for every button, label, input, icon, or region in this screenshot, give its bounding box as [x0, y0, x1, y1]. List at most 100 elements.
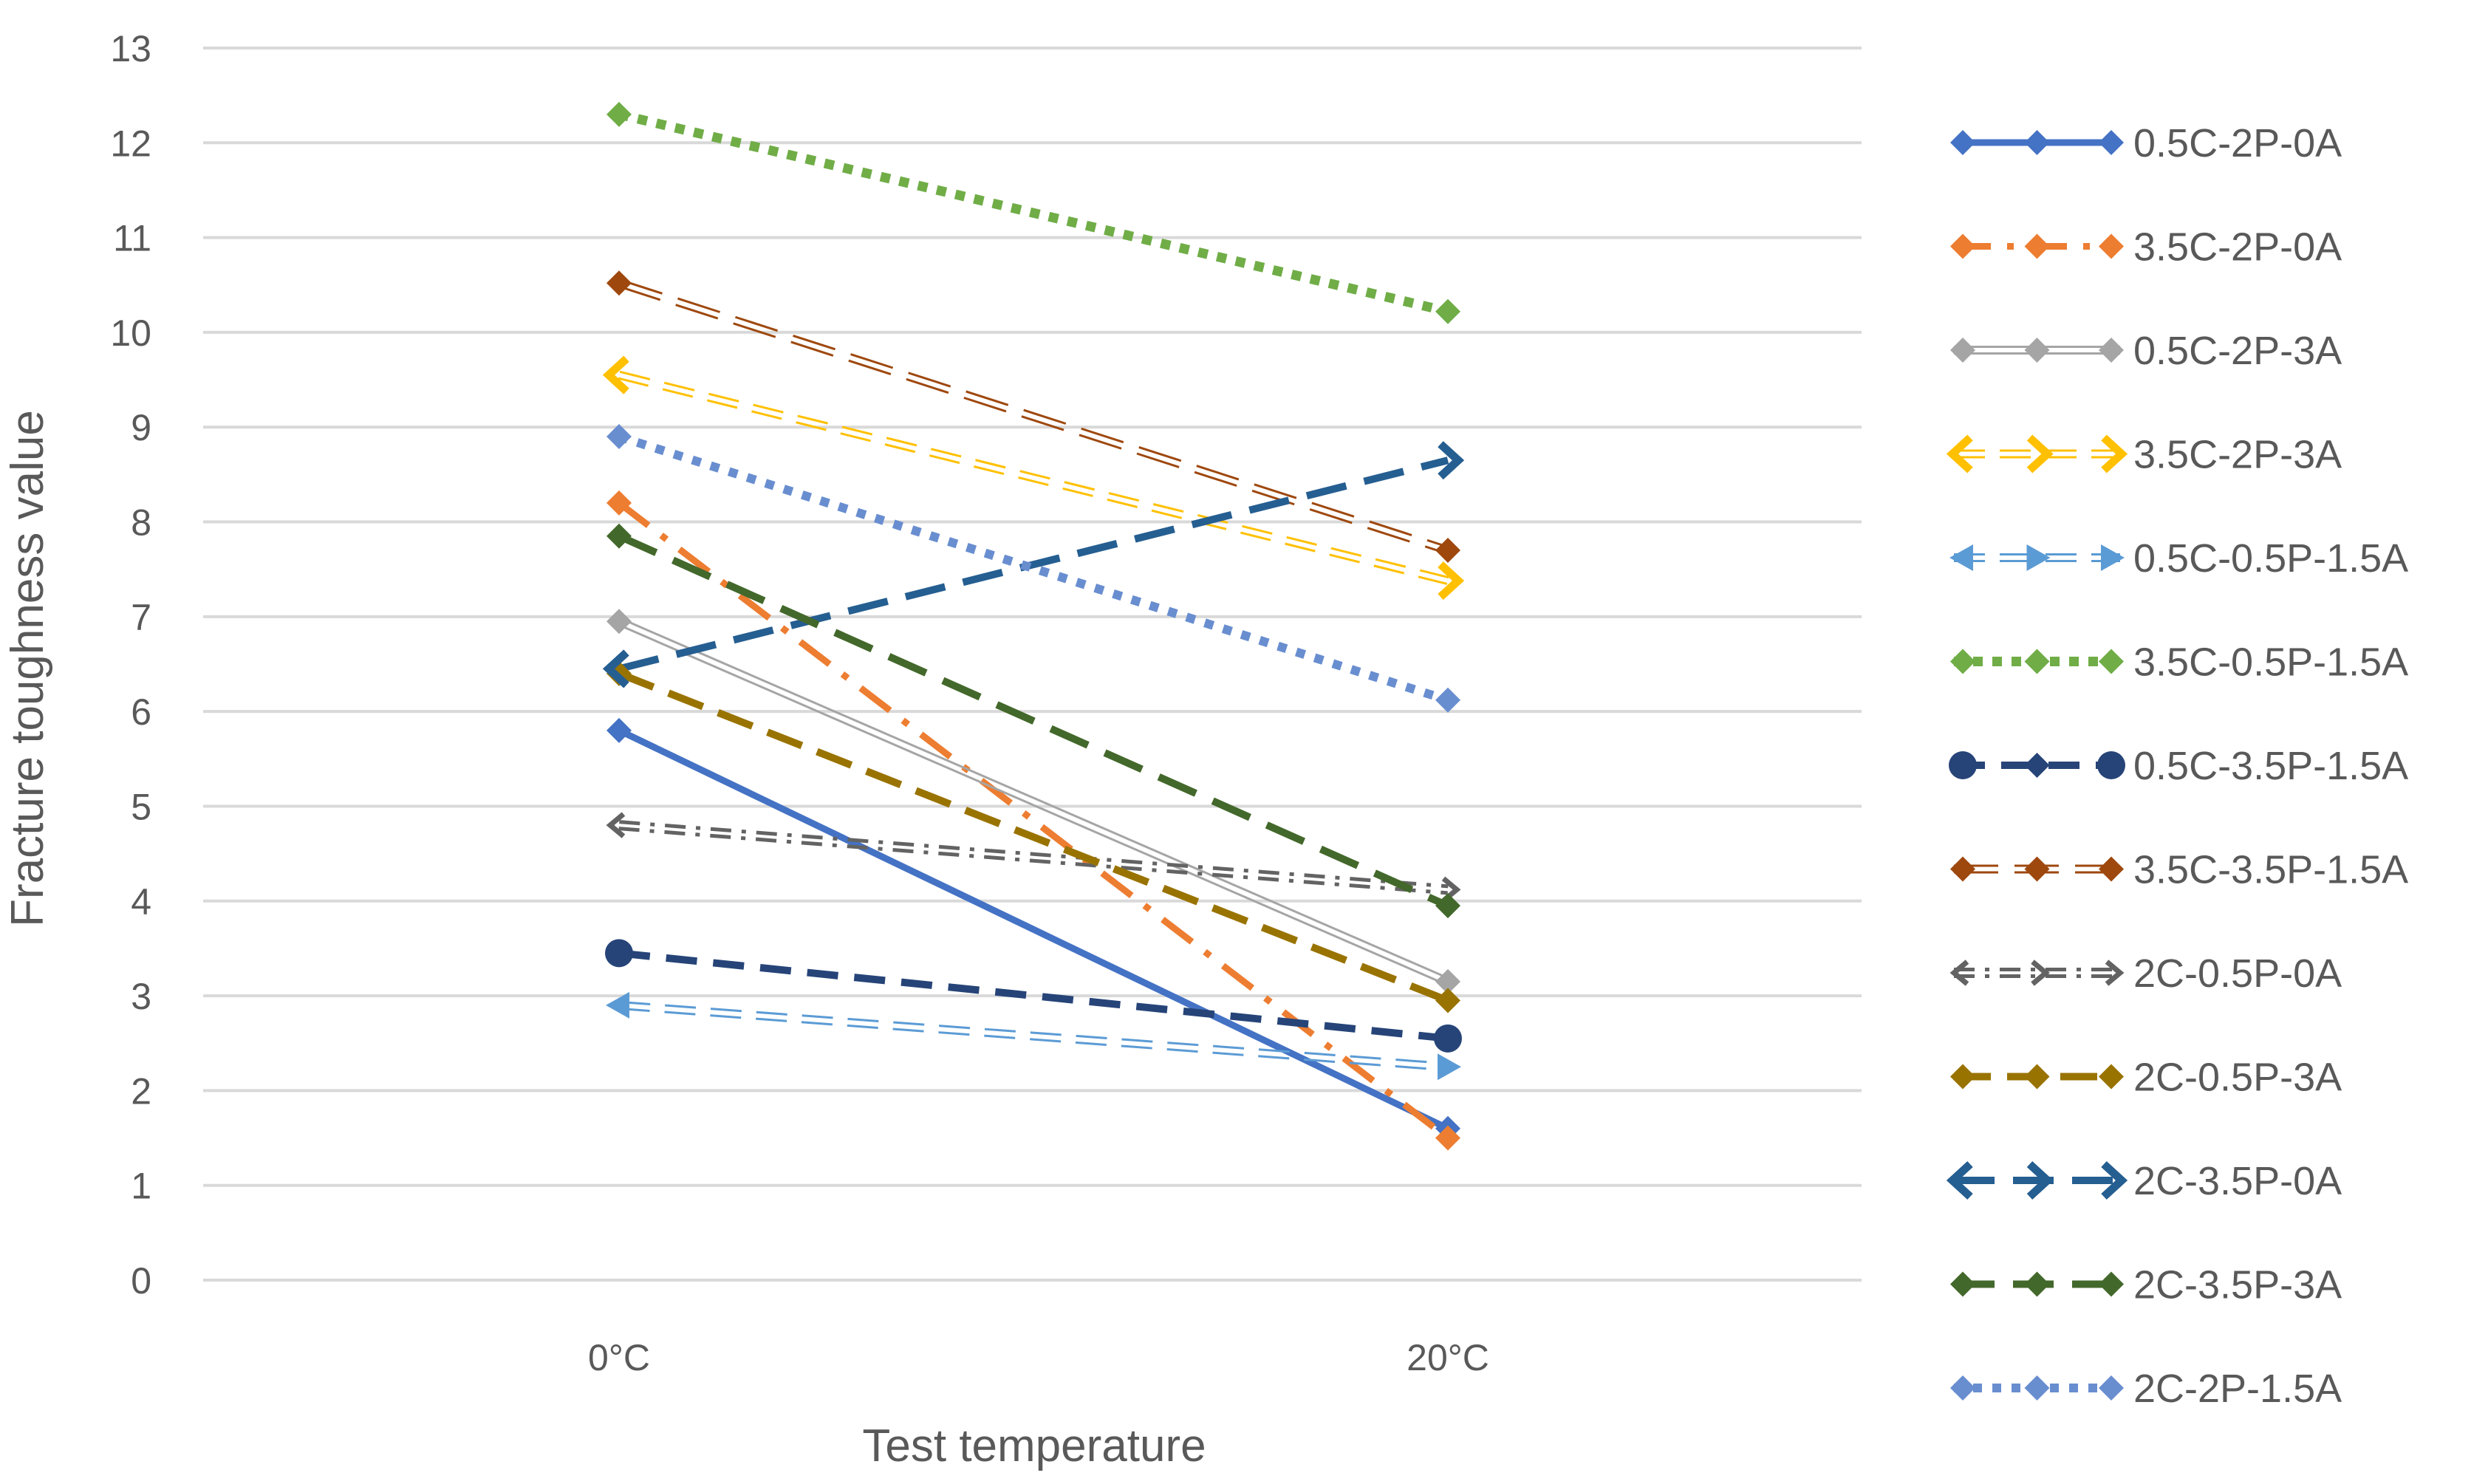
data-point — [1435, 893, 1460, 919]
y-tick-label: 2 — [131, 1070, 151, 1112]
legend-label: 0.5C-2P-3A — [2133, 329, 2342, 373]
series-markers-9 — [606, 812, 1461, 903]
legend-item: 2C-0.5P-0A — [1949, 951, 2342, 996]
legend-marker — [2024, 649, 2050, 674]
legend-marker — [1950, 1271, 1975, 1297]
legend-label: 2C-0.5P-0A — [2133, 951, 2342, 996]
legend-marker — [2024, 130, 2050, 155]
legend-item: 2C-3.5P-3A — [1950, 1263, 2342, 1307]
y-tick-label: 1 — [131, 1166, 151, 1207]
y-tick-label: 13 — [110, 28, 151, 69]
legend-item: 3.5C-2P-0A — [1950, 225, 2342, 270]
y-tick-label: 0 — [131, 1260, 151, 1302]
series-line-4 — [618, 370, 1449, 585]
legend-marker — [2024, 753, 2050, 778]
legend-label: 2C-2P-1.5A — [2133, 1367, 2342, 1411]
series-line-10 — [618, 670, 1449, 1005]
legend-marker — [1950, 338, 1975, 363]
data-point — [1434, 1024, 1462, 1053]
legend-item: 0.5C-2P-0A — [1950, 121, 2342, 165]
x-axis-title: Test temperature — [862, 1420, 1206, 1471]
series-line-segment — [618, 109, 1449, 317]
legend-marker — [2099, 338, 2124, 363]
legend-marker — [2024, 233, 2050, 259]
data-point — [1435, 1125, 1460, 1151]
gridlines — [203, 47, 1862, 1282]
series-line-segment — [618, 670, 1449, 1005]
series-line-3 — [617, 617, 1450, 986]
series-line-1 — [618, 727, 1449, 1132]
series-line-9 — [618, 820, 1449, 895]
legend-marker — [2101, 434, 2128, 473]
data-point — [1435, 298, 1460, 324]
legend-marker — [2024, 1064, 2050, 1090]
series-lines — [617, 109, 1450, 1141]
series-line-11 — [618, 457, 1449, 673]
data-point — [1435, 687, 1460, 713]
legend-marker — [2026, 544, 2051, 571]
data-point — [1438, 1053, 1461, 1081]
series-line-segment — [618, 457, 1449, 673]
y-axis-title: Fracture toughness value — [2, 410, 53, 927]
series-markers-7 — [605, 939, 1462, 1053]
data-point — [602, 355, 629, 394]
legend-item: 2C-2P-1.5A — [1950, 1367, 2342, 1411]
series-markers-11 — [602, 441, 1465, 688]
series-markers-6 — [606, 101, 1460, 324]
data-point — [602, 649, 629, 688]
series-line-segment — [619, 278, 1449, 549]
y-tick-label: 4 — [131, 881, 151, 923]
legend-label: 3.5C-0.5P-1.5A — [2133, 640, 2408, 685]
y-tick-label: 10 — [110, 312, 151, 354]
legend-item: 3.5C-2P-3A — [1946, 433, 2342, 477]
data-point — [606, 717, 632, 743]
legend-item: 2C-0.5P-3A — [1950, 1056, 2342, 1100]
series-line-8 — [618, 278, 1449, 555]
series-line-segment — [617, 500, 1450, 1141]
data-point — [1438, 441, 1465, 480]
data-point — [606, 523, 632, 549]
data-point — [606, 991, 629, 1019]
legend-label: 0.5C-0.5P-1.5A — [2133, 536, 2408, 581]
legend-marker — [2099, 1064, 2124, 1090]
series-line-5 — [618, 1000, 1449, 1072]
legend-label: 0.5C-3.5P-1.5A — [2133, 744, 2408, 788]
x-tick-label: 20°C — [1407, 1337, 1489, 1378]
legend-marker — [1949, 751, 1977, 779]
legend-marker — [1950, 1064, 1975, 1090]
x-tick-label: 0°C — [588, 1337, 650, 1378]
legend-marker — [2099, 1375, 2124, 1401]
series-markers-12 — [606, 523, 1460, 919]
series-line-segment — [618, 727, 1449, 1132]
legend-label: 3.5C-2P-3A — [2133, 433, 2342, 477]
legend-marker — [2101, 544, 2125, 571]
series-line-segment — [619, 1000, 1449, 1065]
y-tick-label: 12 — [110, 123, 151, 164]
legend-marker — [2099, 233, 2124, 259]
data-point — [606, 270, 632, 296]
legend-label: 3.5C-2P-0A — [2133, 225, 2342, 270]
legend-marker — [2099, 856, 2124, 882]
series-markers-13 — [606, 424, 1460, 713]
legend-marker — [2099, 1271, 2124, 1297]
legend-marker — [2105, 960, 2125, 986]
series-markers-8 — [606, 270, 1460, 564]
series-line-segment — [619, 370, 1449, 579]
legend-item: 0.5C-2P-3A — [1950, 329, 2342, 373]
legend-marker — [1946, 1160, 1973, 1200]
legend-marker — [2097, 751, 2125, 779]
data-point — [606, 609, 632, 635]
y-tick-label: 5 — [131, 786, 151, 827]
series-markers-4 — [602, 355, 1465, 601]
legend-marker — [2031, 960, 2050, 986]
legend-item: 0.5C-0.5P-1.5A — [1949, 536, 2408, 581]
series-line-segment — [618, 1007, 1448, 1072]
legend-marker — [2101, 1160, 2128, 1200]
legend-label: 3.5C-3.5P-1.5A — [2133, 848, 2408, 892]
data-point — [606, 490, 632, 516]
legend-item: 3.5C-0.5P-1.5A — [1950, 640, 2408, 685]
data-point — [1435, 968, 1460, 994]
x-axis-ticks: 0°C 20°C — [588, 1337, 1489, 1378]
